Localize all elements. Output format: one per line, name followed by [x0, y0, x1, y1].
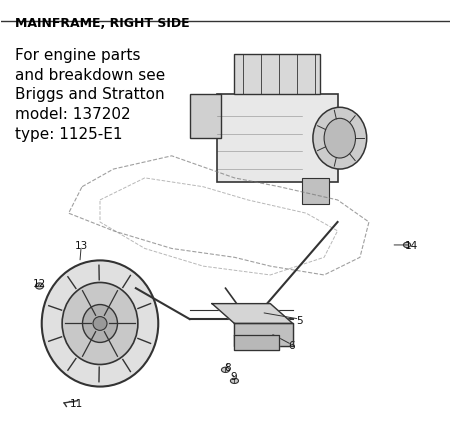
Text: 9: 9	[230, 373, 237, 382]
Ellipse shape	[62, 282, 138, 365]
Ellipse shape	[313, 107, 367, 169]
Text: 13: 13	[74, 241, 88, 251]
Text: 14: 14	[405, 241, 418, 251]
FancyBboxPatch shape	[235, 54, 320, 94]
Text: 8: 8	[225, 364, 231, 373]
Text: MAINFRAME, RIGHT SIDE: MAINFRAME, RIGHT SIDE	[15, 17, 189, 30]
Ellipse shape	[36, 283, 44, 289]
Ellipse shape	[83, 305, 117, 342]
Ellipse shape	[230, 378, 239, 384]
Polygon shape	[235, 324, 293, 345]
Ellipse shape	[404, 242, 410, 248]
Text: 6: 6	[289, 341, 295, 351]
Ellipse shape	[42, 260, 158, 387]
FancyBboxPatch shape	[216, 94, 337, 182]
Ellipse shape	[93, 317, 107, 330]
Polygon shape	[212, 304, 293, 324]
Text: 11: 11	[70, 399, 83, 409]
Text: 7: 7	[238, 343, 244, 353]
Text: For engine parts
and breakdown see
Briggs and Stratton
model: 137202
type: 1125-: For engine parts and breakdown see Brigg…	[15, 48, 165, 142]
Polygon shape	[235, 334, 279, 350]
Ellipse shape	[324, 118, 355, 158]
Text: 5: 5	[296, 316, 303, 326]
FancyBboxPatch shape	[189, 94, 221, 138]
FancyBboxPatch shape	[302, 178, 329, 204]
Text: 12: 12	[33, 279, 46, 289]
Ellipse shape	[221, 367, 230, 373]
